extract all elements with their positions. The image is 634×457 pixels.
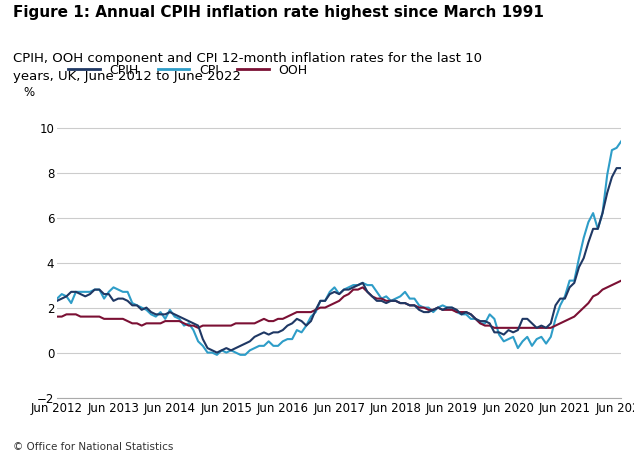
Text: Figure 1: Annual CPIH inflation rate highest since March 1991: Figure 1: Annual CPIH inflation rate hig…: [13, 5, 543, 20]
Legend: CPIH, CPI, OOH: CPIH, CPI, OOH: [63, 58, 313, 82]
Text: %: %: [23, 86, 34, 99]
Text: © Office for National Statistics: © Office for National Statistics: [13, 442, 173, 452]
Text: CPIH, OOH component and CPI 12-month inflation rates for the last 10
years, UK, : CPIH, OOH component and CPI 12-month inf…: [13, 52, 482, 83]
